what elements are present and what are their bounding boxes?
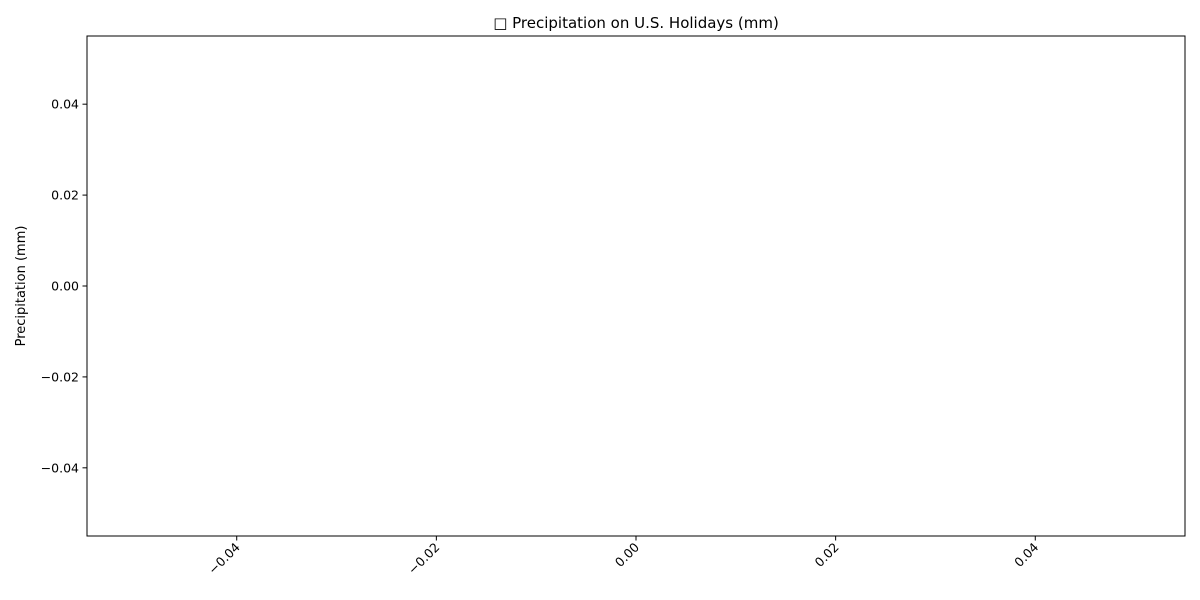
y-tick-label: −0.02 — [41, 369, 79, 384]
x-tick-label: 0.02 — [811, 540, 841, 570]
x-tick-label: 0.04 — [1011, 539, 1041, 569]
x-tick-label: −0.04 — [205, 539, 243, 577]
x-tick-label: −0.02 — [405, 540, 443, 578]
y-axis: 0.04 0.02 0.00 −0.02 −0.04 — [41, 97, 87, 475]
y-tick-label: −0.04 — [41, 460, 79, 475]
y-tick-label: 0.02 — [51, 188, 79, 203]
y-tick-label: 0.00 — [51, 279, 79, 294]
y-axis-label: Precipitation (mm) — [14, 226, 29, 347]
y-tick-label: 0.04 — [51, 97, 79, 112]
x-axis: −0.04 −0.02 0.00 0.02 0.04 — [205, 536, 1041, 577]
plot-area — [86, 35, 1186, 537]
x-tick-label: 0.00 — [612, 539, 642, 569]
chart-title: □ Precipitation on U.S. Holidays (mm) — [493, 14, 779, 32]
